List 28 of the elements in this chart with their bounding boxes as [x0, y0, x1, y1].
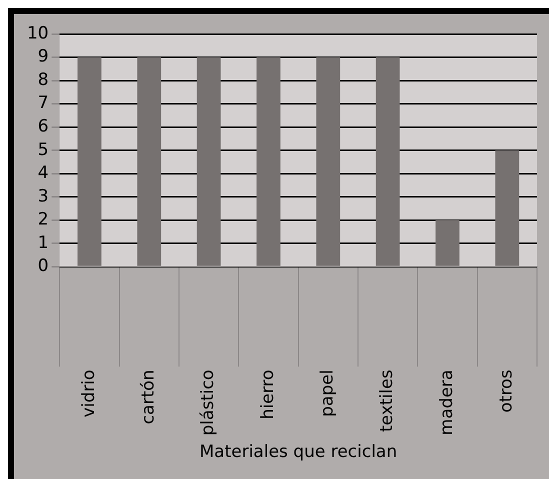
bar — [495, 150, 520, 266]
y-tick-label: 4 — [38, 163, 49, 184]
x-tick-label: vidrio — [78, 370, 99, 418]
y-tick-label: 1 — [38, 232, 49, 253]
y-tick-label: 9 — [38, 46, 49, 67]
x-tick-label: cartón — [138, 370, 159, 424]
bar — [137, 57, 162, 266]
y-tick-label: 6 — [38, 116, 49, 136]
x-tick-label: plástico — [198, 370, 218, 436]
bar — [256, 57, 280, 266]
bar — [78, 57, 102, 266]
y-tick-label: 3 — [38, 186, 49, 206]
bar — [316, 57, 340, 266]
y-tick-label: 0 — [38, 256, 49, 276]
y-tick-label: 2 — [38, 210, 49, 230]
x-tick-label: otros — [496, 370, 517, 413]
y-tick-label: 5 — [38, 140, 49, 160]
x-tick-label: hierro — [258, 370, 278, 420]
x-tick-label: madera — [436, 370, 457, 436]
bar — [436, 220, 460, 266]
y-tick-label: 8 — [38, 70, 49, 90]
y-tick-label: 10 — [26, 23, 49, 44]
x-tick-label: textiles — [377, 370, 398, 432]
bar — [196, 57, 221, 266]
y-tick-label: 7 — [38, 93, 49, 114]
x-tick-label: papel — [318, 370, 338, 417]
bar — [376, 57, 400, 266]
x-axis-title: Materiales que reciclan — [200, 442, 398, 462]
